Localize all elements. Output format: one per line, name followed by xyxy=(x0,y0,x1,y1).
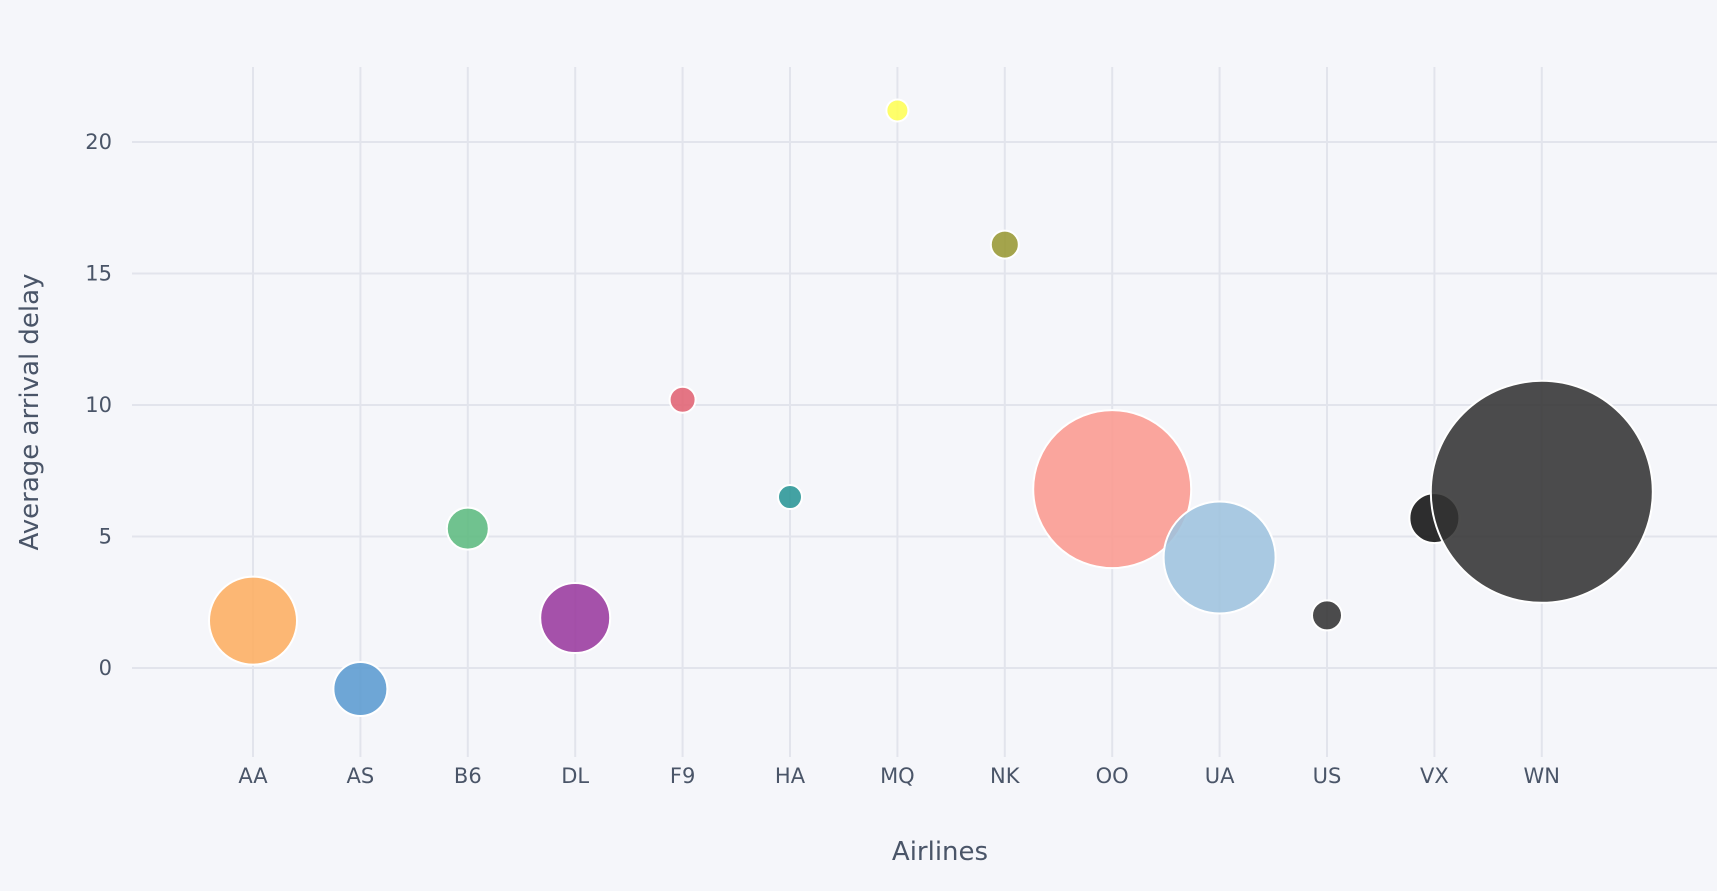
bubble-wn[interactable] xyxy=(1429,379,1654,604)
x-gridlines xyxy=(252,67,1543,757)
x-axis-ticks: AA AS B6 DL F9 HA MQ NK OO UA US VX WN xyxy=(238,764,1560,788)
bubble-nk[interactable] xyxy=(989,229,1020,260)
x-tick-label: DL xyxy=(561,764,589,788)
y-tick-label: 0 xyxy=(99,656,112,680)
bubble-as[interactable] xyxy=(332,661,389,718)
bubbles xyxy=(208,98,1654,718)
bubble-f9[interactable] xyxy=(668,385,697,414)
bubble-b6[interactable] xyxy=(445,506,490,551)
x-tick-label: OO xyxy=(1096,764,1129,788)
y-tick-label: 10 xyxy=(85,393,112,417)
x-tick-label: MQ xyxy=(880,764,915,788)
x-tick-label: NK xyxy=(990,764,1021,788)
bubble-ua[interactable] xyxy=(1162,500,1277,615)
x-tick-label: VX xyxy=(1420,764,1449,788)
x-tick-label: US xyxy=(1313,764,1342,788)
x-tick-label: AS xyxy=(347,764,375,788)
y-tick-label: 15 xyxy=(85,262,112,286)
bubble-ha[interactable] xyxy=(777,484,803,511)
y-axis-title: Average arrival delay xyxy=(15,274,45,551)
bubble-dl[interactable] xyxy=(539,582,612,655)
x-tick-label: B6 xyxy=(454,764,482,788)
bubble-us[interactable] xyxy=(1311,599,1343,632)
x-tick-label: HA xyxy=(775,764,806,788)
bubble-oo[interactable] xyxy=(1032,409,1193,570)
bubble-mq[interactable] xyxy=(885,98,910,123)
x-axis-title: Airlines xyxy=(892,837,988,867)
x-tick-label: F9 xyxy=(670,764,695,788)
y-axis-ticks: 0 5 10 15 20 xyxy=(85,130,112,680)
x-tick-label: UA xyxy=(1205,764,1235,788)
y-tick-label: 20 xyxy=(85,130,112,154)
y-tick-label: 5 xyxy=(99,525,112,549)
bubble-aa[interactable] xyxy=(208,575,298,666)
x-tick-label: WN xyxy=(1524,764,1560,788)
x-tick-label: AA xyxy=(238,764,268,788)
